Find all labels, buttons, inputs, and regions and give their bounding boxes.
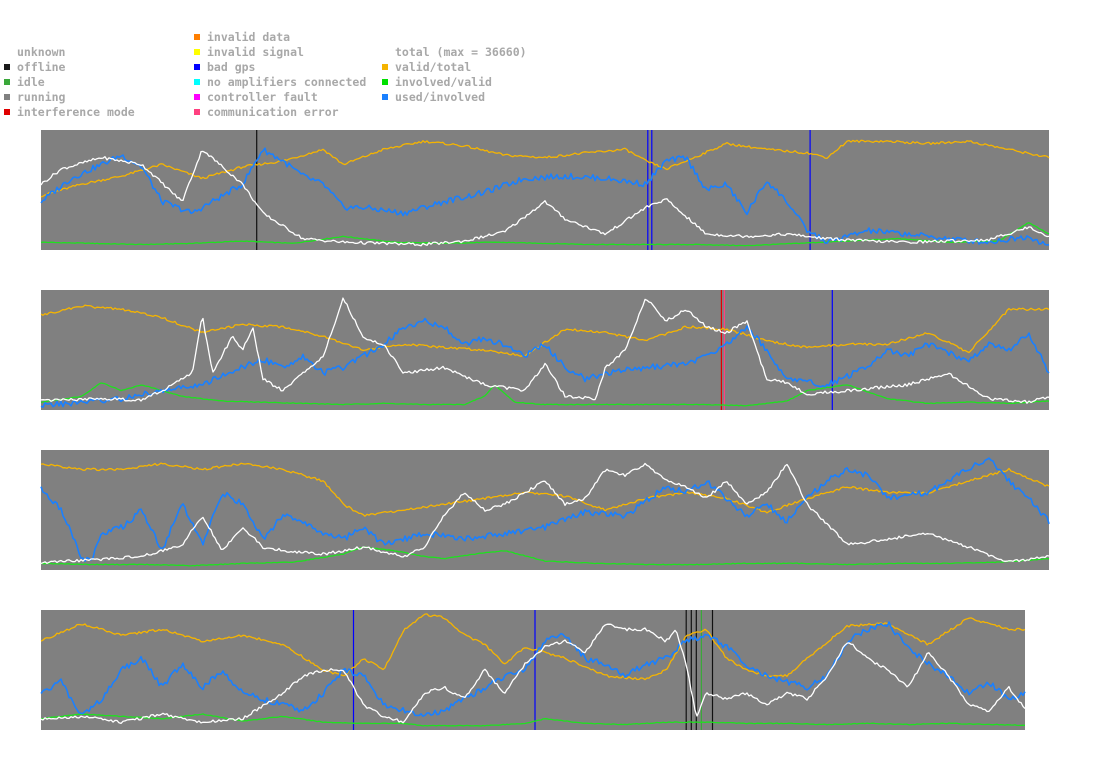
legend-label: used/involved [395, 89, 486, 104]
legend-label: total (max = 36660) [395, 44, 527, 59]
legend-label: bad gps [207, 59, 256, 74]
legend-item: invalid data [194, 29, 290, 44]
series-line-used-involved [40, 317, 1050, 408]
series-line-used-involved [40, 621, 1026, 717]
legend-swatch [382, 63, 388, 70]
legend-item: no amplifiers connected [194, 74, 366, 89]
legend-item: valid/total [382, 59, 471, 74]
series-line-valid-total [40, 613, 1026, 681]
legend-swatch [4, 78, 10, 85]
strip-3 [40, 450, 1050, 570]
legend-swatch [4, 63, 10, 70]
legend-item: total (max = 36660) [382, 44, 527, 59]
legend-item: idle [4, 74, 45, 89]
strip-2 [40, 290, 1050, 410]
legend-label: invalid data [207, 29, 291, 44]
legend-label: invalid signal [207, 44, 304, 59]
series-line-total [40, 297, 1049, 404]
series-line-involved-valid [40, 222, 1050, 247]
strip-background [41, 610, 1025, 730]
legend-item: involved/valid [382, 74, 492, 89]
series-line-involved-valid [40, 382, 1050, 407]
series-line-total [40, 462, 1050, 565]
legend-label: valid/total [395, 59, 472, 74]
series-line-used-involved [40, 147, 1050, 246]
legend-label: controller fault [207, 89, 318, 104]
series-line-total [40, 623, 1026, 725]
legend-swatch [382, 93, 388, 100]
strip-1 [40, 130, 1050, 250]
legend-swatch [194, 78, 200, 85]
legend: unknown offline idle running interference mo… [0, 0, 1095, 125]
legend-swatch [4, 108, 10, 115]
legend-swatch [382, 78, 388, 85]
series-line-valid-total [40, 304, 1050, 357]
legend-item: used/involved [382, 89, 485, 104]
legend-label: offline [17, 59, 66, 74]
legend-item: interference mode [4, 104, 135, 119]
legend-swatch [4, 93, 10, 100]
legend-item: controller fault [194, 89, 318, 104]
strip-4 [40, 610, 1026, 730]
legend-swatch [194, 93, 200, 100]
legend-label: communication error [207, 104, 339, 119]
strip-background [41, 450, 1049, 570]
legend-label: no amplifiers connected [207, 74, 367, 89]
legend-swatch [194, 63, 200, 70]
series-line-total [40, 150, 1050, 247]
legend-item: invalid signal [194, 44, 304, 59]
series-line-valid-total [40, 139, 1050, 198]
legend-item: unknown [4, 44, 65, 59]
legend-item: offline [4, 59, 65, 74]
legend-label: unknown [17, 44, 66, 59]
legend-item: communication error [194, 104, 339, 119]
legend-item: bad gps [194, 59, 255, 74]
series-line-involved-valid [40, 713, 1026, 727]
legend-swatch [194, 48, 200, 55]
series-line-involved-valid [40, 546, 1050, 567]
legend-label: interference mode [17, 104, 135, 119]
legend-label: involved/valid [395, 74, 492, 89]
legend-swatch [194, 33, 200, 40]
strip-background [41, 290, 1049, 410]
legend-item: running [4, 89, 65, 104]
legend-label: idle [17, 74, 45, 89]
legend-label: running [17, 89, 66, 104]
legend-swatch [194, 108, 200, 115]
